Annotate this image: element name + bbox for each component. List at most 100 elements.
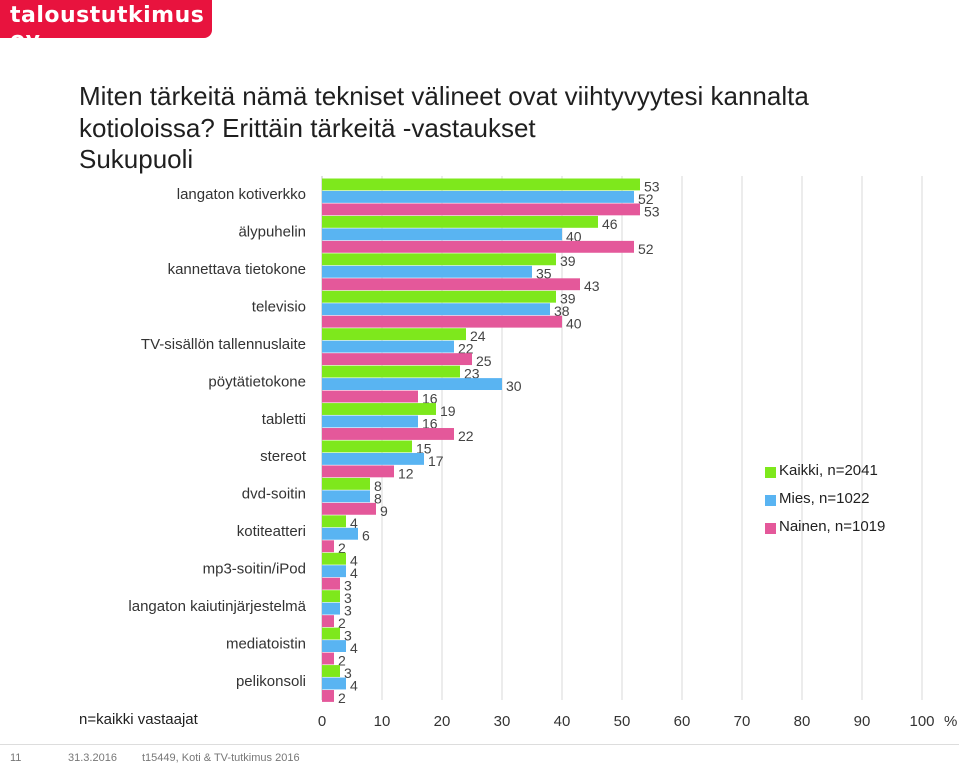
data-label: 39 xyxy=(560,291,576,307)
data-label: 52 xyxy=(638,191,654,207)
data-label: 24 xyxy=(470,328,486,344)
category-label: älypuhelin xyxy=(238,224,306,241)
bar xyxy=(322,278,580,291)
bar xyxy=(322,303,550,316)
footer-divider xyxy=(0,744,959,745)
category-label: kotiteatteri xyxy=(237,523,306,540)
bar xyxy=(322,677,346,690)
footer-project: t15449, Koti & TV-tutkimus 2016 xyxy=(142,752,300,764)
bar xyxy=(322,340,454,353)
data-label: 53 xyxy=(644,178,660,194)
legend-label: Nainen, n=1019 xyxy=(779,518,886,535)
bar xyxy=(322,403,436,415)
bar xyxy=(322,590,340,603)
data-label: 2 xyxy=(338,615,346,631)
data-label: 8 xyxy=(374,478,382,494)
bar xyxy=(322,477,370,490)
data-label: 19 xyxy=(440,403,456,419)
bar xyxy=(322,552,346,565)
category-label: langaton kaiutinjärjestelmä xyxy=(128,598,306,615)
x-tick-label: 10 xyxy=(374,713,391,730)
data-label: 40 xyxy=(566,228,582,244)
x-tick-label: 40 xyxy=(554,713,571,730)
category-label: mediatoistin xyxy=(226,635,306,652)
legend-swatch xyxy=(765,495,776,506)
bar xyxy=(322,215,598,228)
legend-swatch xyxy=(765,467,776,478)
bar xyxy=(322,615,334,628)
bar xyxy=(322,428,454,440)
data-label: 22 xyxy=(458,341,474,357)
footer-date: 31.3.2016 xyxy=(68,752,117,764)
data-label: 16 xyxy=(422,415,438,431)
bar xyxy=(322,527,358,540)
bar xyxy=(322,565,346,578)
data-label: 22 xyxy=(458,428,474,444)
bar xyxy=(322,378,502,390)
bar xyxy=(322,490,370,503)
data-label: 17 xyxy=(428,453,444,469)
category-label: langaton kotiverkko xyxy=(177,186,306,203)
category-label: mp3-soitin/iPod xyxy=(203,561,306,578)
legend-swatch xyxy=(765,523,776,534)
data-label: 25 xyxy=(476,353,492,369)
data-label: 12 xyxy=(398,465,414,481)
data-label: 2 xyxy=(338,690,346,706)
bar xyxy=(322,365,460,378)
data-label: 52 xyxy=(638,241,654,257)
data-label: 3 xyxy=(344,665,352,681)
data-label: 6 xyxy=(362,528,370,544)
data-label: 3 xyxy=(344,603,352,619)
x-tick-label: 80 xyxy=(794,713,811,730)
data-label: 9 xyxy=(380,503,388,519)
bar xyxy=(322,178,640,191)
x-tick-label: 0 xyxy=(318,713,326,730)
bar xyxy=(322,452,424,465)
bar xyxy=(322,690,334,702)
bar xyxy=(322,627,340,640)
data-label: 4 xyxy=(350,515,358,531)
x-tick-label: 50 xyxy=(614,713,631,730)
bar xyxy=(322,540,334,553)
category-label: televisio xyxy=(252,299,306,316)
data-label: 53 xyxy=(644,203,660,219)
x-tick-label: 90 xyxy=(854,713,871,730)
data-label: 4 xyxy=(350,553,358,569)
data-label: 23 xyxy=(464,366,480,382)
bar xyxy=(322,228,562,241)
data-label: 3 xyxy=(344,578,352,594)
bar xyxy=(322,315,562,328)
data-label: 43 xyxy=(584,278,600,294)
footer-page-number: 11 xyxy=(10,752,22,764)
brand-logo: taloustutkimus oy xyxy=(0,0,212,53)
bar xyxy=(322,253,556,266)
category-label: dvd-soitin xyxy=(242,486,306,503)
bar xyxy=(322,390,418,403)
data-label: 4 xyxy=(350,640,358,656)
bar xyxy=(322,415,418,428)
bar xyxy=(322,465,394,478)
bar xyxy=(322,515,346,528)
x-axis-unit: % xyxy=(944,713,957,730)
data-label: 35 xyxy=(536,266,552,282)
data-label: 30 xyxy=(506,378,522,394)
bar xyxy=(322,602,340,615)
legend-label: Mies, n=1022 xyxy=(779,490,870,507)
data-label: 16 xyxy=(422,390,438,406)
data-label: 4 xyxy=(350,677,358,693)
category-label: tabletti xyxy=(262,411,306,428)
data-label: 38 xyxy=(554,303,570,319)
category-label: pelikonsoli xyxy=(236,673,306,690)
x-tick-label: 30 xyxy=(494,713,511,730)
data-label: 40 xyxy=(566,316,582,332)
bar xyxy=(322,577,340,590)
chart-subtitle: Sukupuoli xyxy=(79,144,194,174)
bar xyxy=(322,665,340,677)
data-label: 3 xyxy=(344,590,352,606)
bar xyxy=(322,353,472,366)
data-label: 15 xyxy=(416,440,432,456)
bar xyxy=(322,502,376,515)
brand-logo-text: taloustutkimus oy xyxy=(10,3,205,53)
chart-title: Miten tärkeitä nämä tekniset välineet ov… xyxy=(79,81,809,143)
